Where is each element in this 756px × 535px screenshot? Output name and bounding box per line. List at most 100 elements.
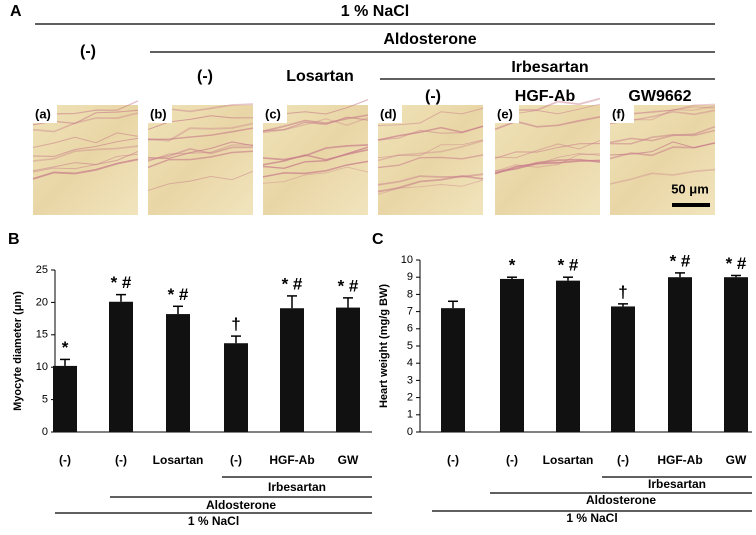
bar [224,343,248,432]
fiber-line [147,146,254,161]
group-header: GW9662 [628,88,691,105]
x-tick-label: GW [726,453,747,467]
fiber-line [377,125,484,141]
group-header: Aldosterone [383,31,476,48]
bar [724,277,748,432]
annotation: † [231,315,240,334]
fiber-line [377,107,484,126]
histology-image [33,105,138,215]
fiber-line [32,132,139,148]
fiber-line [262,166,369,184]
x-tick-label: (-) [59,453,71,467]
fiber-line [32,145,139,162]
group-label: Irbesartan [648,477,706,491]
fiber-line [262,144,369,161]
fiber-line [32,158,139,180]
histology-image [378,105,483,215]
y-tick-label: 20 [36,296,48,308]
annotation: * # [168,285,189,304]
group-header: Irbesartan [511,59,588,76]
y-tick-label: 0 [407,426,413,438]
group-label: Aldosterone [586,493,656,507]
bar [53,365,77,432]
y-tick-label: 8 [407,288,413,300]
annotation: * [62,338,69,357]
fiber-line [494,140,601,159]
x-tick-label: (-) [447,453,459,467]
fiber-line [147,122,254,142]
group-header: (-) [80,43,96,60]
fiber-line [609,168,716,185]
fiber-line [147,144,254,162]
y-tick-label: 4 [407,357,413,369]
image-label: (d) [380,106,397,121]
fiber-line [494,143,601,159]
y-tick-label: 0 [42,426,48,438]
y-tick-label: 15 [36,329,48,341]
x-tick-label: (-) [230,453,242,467]
fiber-line [609,141,716,156]
bar [611,306,635,432]
bar [556,280,580,432]
image-label-box [495,105,519,123]
fiber-line [147,127,254,141]
bar [166,314,190,432]
group-label: 1 % NaCl [566,511,617,525]
fiber-line [494,153,601,171]
image-label: (e) [497,106,513,121]
image-label-box [148,105,172,123]
x-tick-label: (-) [617,453,629,467]
bar [668,277,692,432]
fiber-line [147,170,254,191]
group-header: (-) [425,88,441,105]
bar [441,308,465,432]
y-axis-label: Heart weight (mg/g BW) [378,284,390,408]
image-label: (f) [612,106,625,121]
x-tick-label: HGF-Ab [269,453,314,467]
y-tick-label: 25 [36,264,48,276]
fiber-line [32,153,139,173]
image-label-box [263,105,287,123]
image-label-box [378,105,402,123]
panel-label: B [8,231,20,248]
y-tick-label: 6 [407,323,413,335]
annotation: * # [726,254,747,273]
fiber-line [609,125,716,144]
y-tick-label: 3 [407,374,413,386]
fiber-line [377,175,484,193]
y-tick-label: 5 [407,340,413,352]
x-tick-label: HGF-Ab [657,453,702,467]
y-tick-label: 5 [42,394,48,406]
group-header: Losartan [286,68,354,85]
annotation: * [509,256,516,275]
x-tick-label: Losartan [543,453,594,467]
image-label: (a) [35,106,51,121]
group-label: 1 % NaCl [188,514,239,528]
fiber-line [494,159,601,175]
annotation: * # [670,251,691,270]
x-tick-label: Losartan [153,453,204,467]
group-label: Irbesartan [268,480,326,494]
fiber-line [262,160,369,178]
group-label: Aldosterone [206,498,276,512]
fiber-line [377,154,484,169]
image-label: (b) [150,106,167,121]
bar [500,278,524,432]
fiber-line [609,129,716,145]
fiber-line [377,139,484,159]
y-axis-label: Myocyte diameter (μm) [12,291,24,411]
panel-label: A [10,3,22,20]
fiber-line [147,150,254,169]
image-label-box [610,105,634,123]
x-tick-label: (-) [115,453,127,467]
fiber-line [32,137,139,157]
annotation: * # [558,256,579,275]
fiber-line [32,112,139,133]
fiber-line [262,116,369,132]
fiber-line [262,149,369,166]
annotation: * # [338,276,359,295]
histology-image [610,105,715,215]
group-header: (-) [197,68,213,85]
fiber-line [147,115,254,130]
